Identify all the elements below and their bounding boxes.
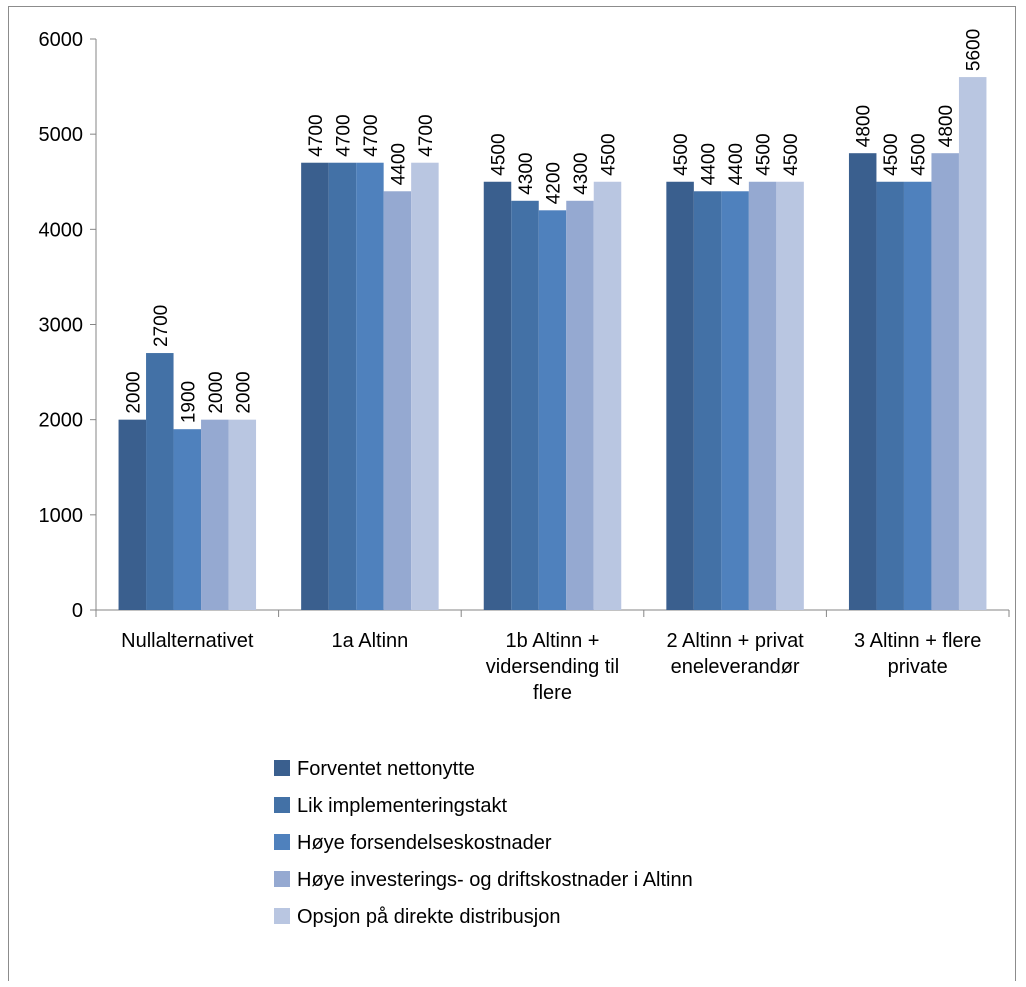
bar — [146, 353, 174, 610]
x-category-label: 3 Altinn + flere private — [854, 630, 981, 678]
bar — [776, 181, 804, 610]
legend-item-label: Høye forsendelseskostnader — [297, 832, 552, 854]
data-label: 4700 — [333, 114, 354, 156]
bar — [666, 181, 694, 610]
bar — [201, 419, 229, 610]
x-category-label: 1a Altinn — [332, 630, 409, 652]
data-label: 5600 — [964, 29, 985, 71]
data-label: 4700 — [306, 114, 327, 156]
legend-item-label: Lik implementeringstakt — [297, 795, 508, 817]
data-label: 4200 — [544, 162, 565, 204]
data-label: 2000 — [123, 371, 144, 413]
legend-swatch — [274, 834, 290, 850]
data-label: 2700 — [151, 305, 172, 347]
legend-swatch — [274, 908, 290, 924]
data-label: 4800 — [936, 105, 957, 147]
data-label: 4500 — [671, 133, 692, 175]
bar — [593, 181, 622, 610]
bar — [511, 200, 539, 611]
bar — [383, 191, 412, 610]
legend-item-label: Forventet nettonytte — [297, 758, 475, 780]
data-label: 4500 — [754, 133, 775, 175]
bar — [228, 419, 257, 610]
data-label: 4700 — [416, 114, 437, 156]
y-tick-label: 1000 — [39, 505, 84, 527]
bar — [566, 200, 594, 611]
bar — [931, 153, 959, 610]
bar — [483, 181, 512, 610]
bar — [301, 162, 329, 610]
x-category-label: 2 Altinn + privat eneleverandør — [666, 630, 804, 678]
y-tick-label: 4000 — [39, 219, 84, 241]
bar — [411, 162, 439, 610]
data-label: 4400 — [726, 143, 747, 185]
legend-swatch — [274, 760, 290, 776]
bar — [328, 162, 357, 610]
y-tick-label: 5000 — [39, 124, 84, 146]
data-label: 4500 — [909, 133, 930, 175]
data-label: 4300 — [516, 153, 537, 195]
data-label: 4300 — [571, 153, 592, 195]
data-label: 4500 — [599, 133, 620, 175]
legend-swatch — [274, 797, 290, 813]
data-label: 4400 — [699, 143, 720, 185]
data-label: 4700 — [361, 114, 382, 156]
bar — [903, 181, 932, 610]
bar — [748, 181, 777, 610]
x-category-label: Nullalternativet — [121, 630, 254, 652]
bar — [848, 153, 877, 610]
data-label: 4500 — [781, 133, 802, 175]
chart-frame: 0 1000 2000 3000 4000 5000 6000 2000 2700 1900 200… — [8, 6, 1016, 981]
legend-item-label: Høye investerings- og driftskostnader i … — [297, 869, 693, 891]
data-label: 1900 — [178, 381, 199, 423]
bar — [693, 191, 722, 610]
bar — [958, 77, 987, 611]
y-tick-label: 2000 — [39, 410, 84, 432]
data-label: 2000 — [233, 371, 254, 413]
y-tick-label: 3000 — [39, 315, 84, 337]
bar — [118, 419, 147, 610]
legend-item-label: Opsjon på direkte distribusjon — [297, 906, 560, 928]
bar — [173, 429, 202, 610]
data-label: 4500 — [489, 133, 510, 175]
x-category-label: 1b Altinn + vidersending til flere — [486, 630, 619, 704]
data-label: 4500 — [881, 133, 902, 175]
data-label: 4400 — [388, 143, 409, 185]
bar — [538, 210, 567, 611]
bar — [876, 181, 904, 610]
y-tick-label: 6000 — [39, 29, 84, 51]
bar — [721, 191, 749, 610]
bar — [356, 162, 384, 610]
legend-swatch — [274, 871, 290, 887]
data-label: 2000 — [206, 371, 227, 413]
y-tick-label: 0 — [72, 600, 83, 622]
bar-chart: 0 1000 2000 3000 4000 5000 6000 2000 2700 1900 200… — [39, 29, 1010, 928]
data-label: 4800 — [854, 105, 875, 147]
